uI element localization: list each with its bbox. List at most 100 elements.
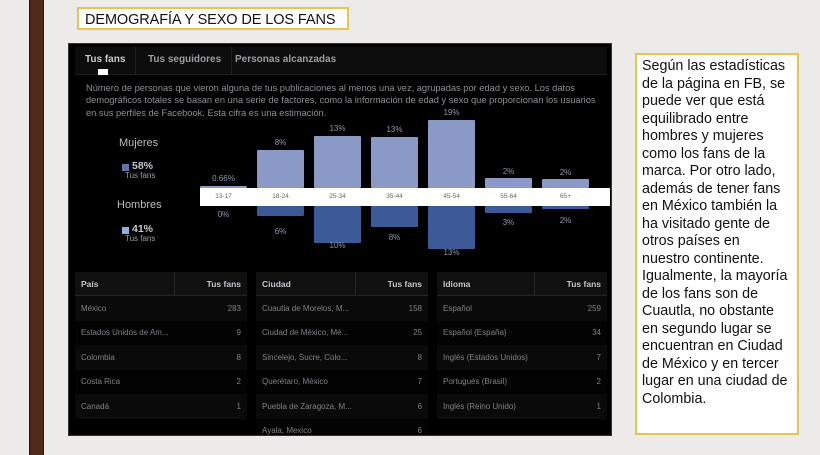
bar-women-45-54[interactable] xyxy=(428,120,475,188)
table-body: México 283 Estados Unidos de Am... 9 Colom… xyxy=(75,296,247,419)
bar-men-25-34[interactable] xyxy=(314,206,361,243)
cell-country: México xyxy=(81,303,107,313)
cell-country: Estados Unidos de Am... xyxy=(81,328,169,338)
column-header-ciudad[interactable]: Ciudad xyxy=(256,272,356,295)
men-pct-label: 8% xyxy=(388,233,401,242)
bar-women-25-34[interactable] xyxy=(314,136,361,188)
legend-women-label: Mujeres xyxy=(119,137,159,149)
legend-women-sub: Tus fans xyxy=(125,171,156,180)
men-pct-label: 13% xyxy=(443,248,460,257)
women-pct-label: 0.66% xyxy=(212,174,235,183)
cell-city: Cuautla de Morelos, M... xyxy=(262,303,350,313)
women-pct-label: 2% xyxy=(559,168,572,177)
men-pct-label: 2% xyxy=(559,216,572,225)
table-row: Inglés (Reino Unido) 1 xyxy=(437,394,607,419)
column-header-pais[interactable]: País xyxy=(75,272,175,295)
tab-tus-fans[interactable]: Tus fans xyxy=(75,47,137,75)
cell-count: 9 xyxy=(236,328,241,338)
bar-women-35-44[interactable] xyxy=(371,137,418,188)
cell-city: Ayala, Mexico xyxy=(262,426,312,436)
cell-count: 1 xyxy=(596,401,601,411)
analysis-note: Según las estadísticas de la página en F… xyxy=(635,53,799,435)
legend-men-pct: 41% xyxy=(132,223,154,235)
cell-count: 7 xyxy=(417,377,422,387)
tables-area: País Tus fans México 283 Estados Unidos d… xyxy=(75,272,607,436)
bar-men-18-24[interactable] xyxy=(257,206,304,216)
cell-count: 34 xyxy=(592,328,601,338)
women-pct-label: 13% xyxy=(386,125,403,134)
age-label: 35-44 xyxy=(386,193,403,200)
women-pct-label: 8% xyxy=(274,138,287,147)
men-pct-label: 6% xyxy=(274,227,287,236)
table-row: Sincelejo, Sucre, Colo... 8 xyxy=(256,345,428,370)
legend-men-swatch xyxy=(122,227,129,234)
table-header: Idioma Tus fans xyxy=(437,272,607,296)
column-header-tus-fans[interactable]: Tus fans xyxy=(206,279,241,289)
tab-personas-alcanzadas[interactable]: Personas alcanzadas xyxy=(235,54,337,65)
cell-language: Español xyxy=(443,303,472,313)
table-row: Ayala, Mexico 6 xyxy=(256,418,428,436)
legend-men-sub: Tus fans xyxy=(125,234,156,243)
age-label: 13-17 xyxy=(215,193,232,200)
men-pct-label: 3% xyxy=(502,218,515,227)
table-header: País Tus fans xyxy=(75,272,247,296)
cell-count: 6 xyxy=(417,401,422,411)
cell-language: Inglés (Estados Unidos) xyxy=(443,352,528,362)
legend-women-pct: 58% xyxy=(132,160,154,172)
age-label: 18-24 xyxy=(272,193,289,200)
bar-men-35-44[interactable] xyxy=(371,206,418,227)
age-label: 65+ xyxy=(559,193,572,200)
table-row: Ciudad de México, Mé... 25 xyxy=(256,320,428,345)
table-row: Español 259 xyxy=(437,296,607,321)
bar-women-18-24[interactable] xyxy=(257,150,304,188)
table-body: Cuautla de Morelos, M... 158 Ciudad de Mé… xyxy=(256,296,428,436)
table-row: Colombia 8 xyxy=(75,345,247,370)
bar-men-55-64[interactable] xyxy=(485,206,532,213)
table-row: Puebla de Zaragoza, M... 6 xyxy=(256,394,428,419)
table-row: Costa Rica 2 xyxy=(75,369,247,394)
language-table: Idioma Tus fans Español 259 Español (Espa… xyxy=(437,272,607,435)
cell-country: Canadá xyxy=(81,401,110,411)
cell-count: 158 xyxy=(408,303,422,313)
city-table: Ciudad Tus fans Cuautla de Morelos, M...… xyxy=(256,272,428,436)
age-axis-strip: 13-17 18-24 25-34 35-44 45-54 55-64 65+ xyxy=(200,188,610,206)
age-gender-chart: 13-17 18-24 25-34 35-44 45-54 55-64 65+ … xyxy=(200,108,610,266)
bar-women-13-17[interactable] xyxy=(200,186,247,188)
cell-country: Costa Rica xyxy=(81,377,121,387)
cell-city: Ciudad de México, Mé... xyxy=(262,328,349,338)
women-pct-label: 19% xyxy=(443,108,460,117)
cell-count: 259 xyxy=(587,303,601,313)
table-row: Querétaro, México 7 xyxy=(256,369,428,394)
legend-men-label: Hombres xyxy=(117,199,162,211)
column-header-tus-fans[interactable]: Tus fans xyxy=(387,279,422,289)
slide-accent-bar xyxy=(29,0,44,455)
tab-tus-seguidores[interactable]: Tus seguidores xyxy=(138,47,233,75)
column-header-idioma[interactable]: Idioma xyxy=(437,272,535,295)
bar-men-65plus[interactable] xyxy=(542,206,589,209)
men-pct-label: 10% xyxy=(329,241,346,250)
age-label: 25-34 xyxy=(329,193,346,200)
country-table: País Tus fans México 283 Estados Unidos d… xyxy=(75,272,247,435)
bar-women-55-64[interactable] xyxy=(485,178,532,188)
cell-count: 7 xyxy=(596,352,601,362)
cell-city: Sincelejo, Sucre, Colo... xyxy=(262,352,348,362)
table-row: Español (España) 34 xyxy=(437,320,607,345)
tab-bar: Tus fans Tus seguidores Personas alcanza… xyxy=(75,47,607,75)
cell-language: Inglés (Reino Unido) xyxy=(443,401,516,411)
cell-count: 283 xyxy=(227,303,241,313)
age-label: 55-64 xyxy=(500,193,517,200)
table-header: Ciudad Tus fans xyxy=(256,272,428,296)
cell-city: Puebla de Zaragoza, M... xyxy=(262,401,352,411)
bar-women-65plus[interactable] xyxy=(542,179,589,188)
table-row: Inglés (Estados Unidos) 7 xyxy=(437,345,607,370)
cell-count: 6 xyxy=(417,426,422,436)
women-pct-label: 13% xyxy=(329,124,346,133)
cell-count: 25 xyxy=(413,328,422,338)
column-header-tus-fans[interactable]: Tus fans xyxy=(566,279,601,289)
cell-count: 8 xyxy=(236,352,241,362)
bar-men-45-54[interactable] xyxy=(428,206,475,249)
cell-count: 8 xyxy=(417,352,422,362)
active-tab-indicator xyxy=(98,69,108,75)
cell-language: Portugués (Brasil) xyxy=(443,377,508,387)
women-pct-label: 2% xyxy=(502,167,515,176)
